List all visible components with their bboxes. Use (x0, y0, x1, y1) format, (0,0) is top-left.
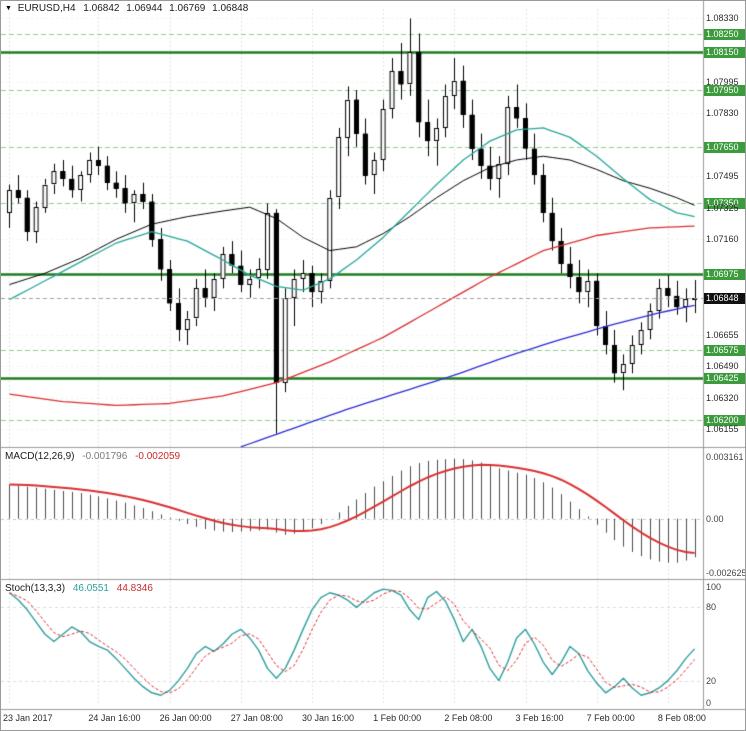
y-axis-label: 1.07495 (706, 171, 739, 182)
stoch-label: Stoch(13,3,3) (5, 583, 66, 594)
y-axis-label: 1.06975 (704, 269, 745, 281)
x-axis-label: 2 Feb 08:00 (444, 713, 493, 723)
y-axis-label: 1.08150 (704, 47, 745, 59)
y-axis-label: 1.07350 (704, 198, 745, 210)
y-axis-label: 1.07950 (704, 85, 745, 97)
y-axis-label: 1.06575 (704, 344, 745, 356)
stoch-indicator-title: Stoch(13,3,3) 46.0551 44.8346 (5, 583, 153, 594)
chart-dropdown-triangle-icon: ▼ (5, 4, 12, 12)
y-axis-label: 1.08330 (706, 13, 739, 24)
y-axis-label: 1.08250 (704, 28, 745, 40)
y-axis-label: 1.07830 (706, 107, 739, 118)
y-axis-label: 1.07160 (706, 234, 739, 245)
x-axis-label: 30 Jan 16:00 (301, 713, 354, 723)
y-axis-label: 1.07995 (706, 76, 739, 87)
y-axis-label: 1.06490 (706, 360, 739, 371)
y-axis-label: 1.07650 (704, 141, 745, 153)
current-price-label: 1.06848 (704, 293, 745, 305)
ohlc-open: 1.06842 (83, 3, 120, 14)
y-axis-label: 80 (706, 602, 717, 613)
macd-label: MACD(12,26,9) (5, 451, 75, 462)
y-axis-label: 1.06655 (706, 329, 739, 340)
symbol-timeframe-label: EURUSD,H4 (17, 3, 76, 14)
x-axis-label: 3 Feb 16:00 (515, 713, 564, 723)
macd-main-value: -0.001796 (82, 451, 128, 462)
x-axis-label: 1 Feb 00:00 (373, 713, 422, 723)
x-axis-label: 26 Jan 00:00 (159, 713, 212, 723)
y-axis-label: 20 (706, 675, 717, 686)
y-axis-label: 0 (706, 698, 712, 708)
y-axis-label: 0.003161 (706, 452, 744, 462)
x-axis-label: 23 Jan 2017 (3, 713, 53, 723)
y-axis-label: 1.07325 (706, 203, 739, 214)
y-axis-label: 0.00 (706, 513, 724, 524)
ohlc-close: 1.06848 (212, 3, 249, 14)
ohlc-high: 1.06944 (126, 3, 163, 14)
ohlc-low: 1.06769 (169, 3, 206, 14)
stoch-k-value: 46.0551 (72, 583, 109, 594)
x-axis-label: 7 Feb 00:00 (586, 713, 635, 723)
x-axis-label: 24 Jan 16:00 (88, 713, 141, 723)
y-axis-label: 1.06155 (706, 423, 739, 434)
y-axis-label: 100 (706, 582, 722, 592)
macd-indicator-title: MACD(12,26,9) -0.001796 -0.002059 (5, 451, 180, 462)
chart-title: ▼ EURUSD,H4 1.06842 1.06944 1.06769 1.06… (5, 3, 248, 14)
y-axis-label: 1.06320 (706, 392, 739, 403)
macd-signal-value: -0.002059 (135, 451, 181, 462)
x-axis-label: 27 Jan 08:00 (230, 713, 283, 723)
y-axis-label: 1.06425 (704, 372, 745, 384)
y-axis-label: -0.002625 (706, 568, 746, 578)
stoch-d-value: 44.8346 (116, 583, 153, 594)
y-axis-label: 1.06200 (704, 415, 745, 427)
x-axis-label: 8 Feb 08:00 (657, 713, 706, 723)
